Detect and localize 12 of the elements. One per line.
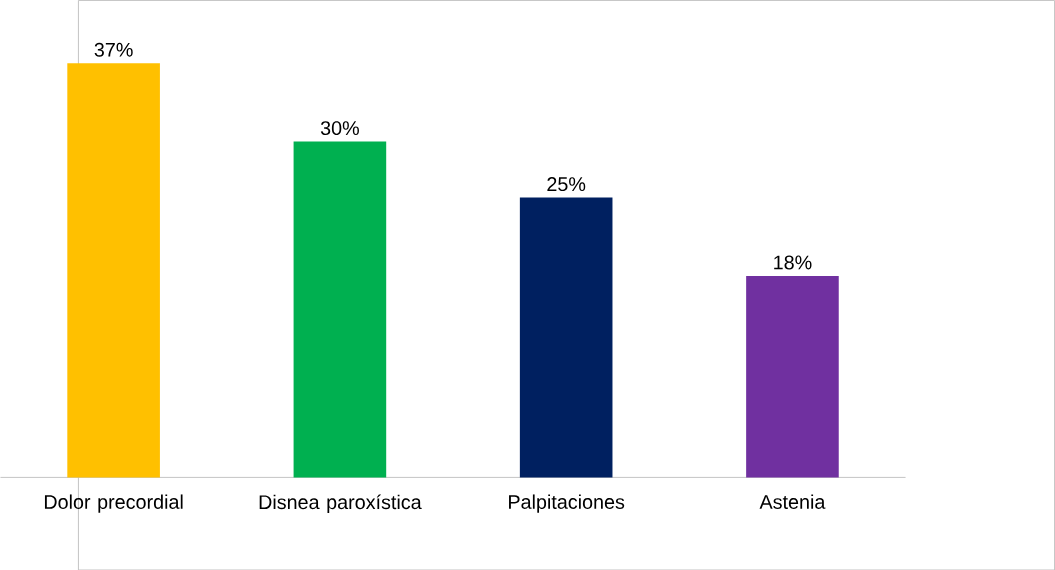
- bar: [67, 62, 160, 478]
- data-label: 18%: [774, 255, 812, 270]
- bar: [746, 275, 839, 478]
- x-tick-label: Astenia: [759, 494, 826, 509]
- x-tick-label: Dolor precordial: [44, 494, 183, 513]
- data-label: 37%: [94, 42, 133, 57]
- bar: [293, 141, 387, 478]
- x-tick-label: Disnea paroxística: [259, 494, 422, 513]
- data-label: 25%: [547, 176, 586, 191]
- data-label: 30%: [320, 120, 359, 135]
- x-tick-label: Palpitaciones: [509, 494, 625, 513]
- bar: [519, 197, 613, 478]
